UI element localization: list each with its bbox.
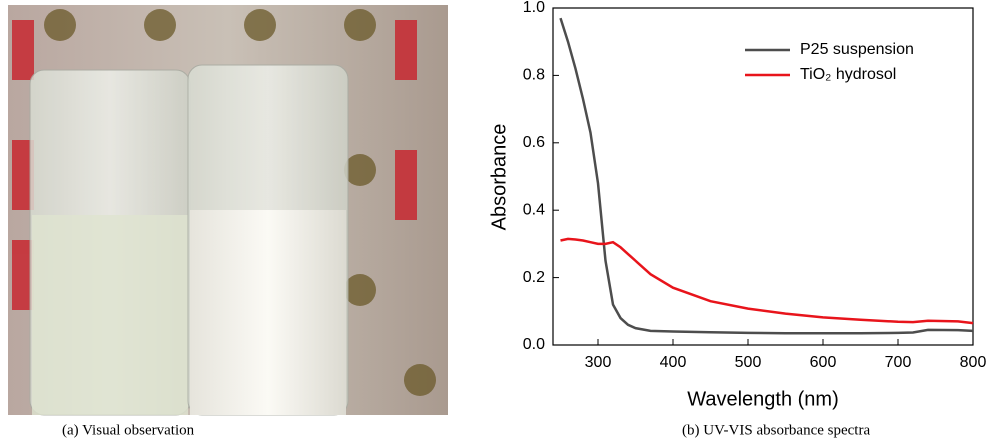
photo-caption: (a) Visual observation xyxy=(62,422,195,438)
x-tick-label: 400 xyxy=(660,354,687,371)
legend-label: TiO₂ hydrosol xyxy=(800,66,896,83)
series-line xyxy=(561,239,974,323)
y-tick-label: 0.8 xyxy=(523,67,545,84)
x-tick-label: 300 xyxy=(585,354,612,371)
series-line xyxy=(561,18,974,333)
y-tick-label: 0.4 xyxy=(523,201,545,218)
chart-caption: (b) UV-VIS absorbance spectra xyxy=(682,422,870,438)
legend-label: P25 suspension xyxy=(800,41,914,58)
x-tick-label: 500 xyxy=(735,354,762,371)
page: (a) Visual observation (b) UV-VIS absorb… xyxy=(0,0,993,447)
y-axis-title: Absorbance xyxy=(488,124,510,231)
photo xyxy=(8,5,448,415)
figure: (a) Visual observation (b) UV-VIS absorb… xyxy=(0,0,993,442)
y-tick-label: 0.6 xyxy=(523,134,545,151)
milky-liquid xyxy=(190,210,346,415)
x-tick-label: 700 xyxy=(885,354,912,371)
plot-frame xyxy=(553,8,973,345)
x-tick-label: 600 xyxy=(810,354,837,371)
y-tick-label: 0.2 xyxy=(523,269,545,286)
x-tick-label: 800 xyxy=(960,354,987,371)
y-tick-label: 1.0 xyxy=(523,0,545,16)
y-tick-label: 0.0 xyxy=(523,336,545,353)
x-axis-title: Wavelength (nm) xyxy=(687,388,839,410)
clear-liquid xyxy=(32,215,188,415)
